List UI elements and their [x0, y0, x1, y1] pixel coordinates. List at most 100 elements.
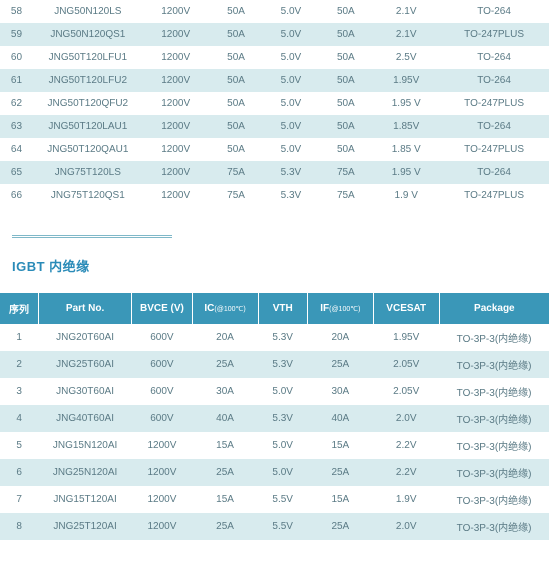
cell-vth: 5.3V	[258, 324, 307, 351]
cell-vth: 5.3V	[264, 184, 319, 207]
table-row: 66JNG75T120QS11200V75A5.3V75A1.9 VTO-247…	[0, 184, 549, 207]
cell-vth: 5.0V	[264, 23, 319, 46]
cell-part: JNG50T120QFU2	[33, 92, 143, 115]
cell-pkg: TO-3P-3(内绝缘)	[439, 459, 549, 486]
cell-vcesat: 1.85V	[373, 115, 439, 138]
cell-n: 65	[0, 161, 33, 184]
cell-ic: 50A	[209, 46, 264, 69]
cell-bvce: 1200V	[143, 138, 209, 161]
cell-if: 15A	[307, 486, 373, 513]
cell-n: 59	[0, 23, 33, 46]
cell-pkg: TO-264	[439, 115, 549, 138]
cell-vth: 5.0V	[264, 0, 319, 23]
col-pkg: Package	[439, 293, 549, 324]
section-title: IGBT 内绝缘	[12, 256, 549, 275]
cell-if: 20A	[307, 324, 373, 351]
cell-if: 40A	[307, 405, 373, 432]
cell-bvce: 1200V	[143, 69, 209, 92]
cell-n: 62	[0, 92, 33, 115]
cell-if: 50A	[318, 115, 373, 138]
cell-part: JNG40T60AI	[38, 405, 131, 432]
cell-vth: 5.0V	[258, 432, 307, 459]
table-row: 59JNG50N120QS11200V50A5.0V50A2.1VTO-247P…	[0, 23, 549, 46]
cell-pkg: TO-3P-3(内绝缘)	[439, 405, 549, 432]
cell-vcesat: 2.2V	[373, 459, 439, 486]
col-if: IF(@100℃)	[307, 293, 373, 324]
cell-part: JNG50T120LFU2	[33, 69, 143, 92]
cell-pkg: TO-3P-3(内绝缘)	[439, 378, 549, 405]
cell-vcesat: 1.9V	[373, 486, 439, 513]
table-row: 58JNG50N120LS1200V50A5.0V50A2.1VTO-264	[0, 0, 549, 23]
cell-part: JNG75T120QS1	[33, 184, 143, 207]
cell-if: 50A	[318, 92, 373, 115]
cell-part: JNG50T120QAU1	[33, 138, 143, 161]
table-row: 65JNG75T120LS1200V75A5.3V75A1.95 VTO-264	[0, 161, 549, 184]
cell-pkg: TO-247PLUS	[439, 92, 549, 115]
cell-vcesat: 2.5V	[373, 46, 439, 69]
cell-vth: 5.0V	[264, 69, 319, 92]
cell-vth: 5.0V	[264, 46, 319, 69]
cell-if: 30A	[307, 378, 373, 405]
cell-if: 50A	[318, 46, 373, 69]
cell-if: 50A	[318, 23, 373, 46]
cell-vcesat: 1.95V	[373, 69, 439, 92]
cell-n: 2	[0, 351, 38, 378]
cell-if: 75A	[318, 184, 373, 207]
cell-ic: 50A	[209, 115, 264, 138]
cell-if: 25A	[307, 351, 373, 378]
spec-table-upper: 58JNG50N120LS1200V50A5.0V50A2.1VTO-26459…	[0, 0, 549, 207]
cell-part: JNG25N120AI	[38, 459, 131, 486]
cell-ic: 50A	[209, 69, 264, 92]
cell-vcesat: 1.95V	[373, 324, 439, 351]
cell-bvce: 1200V	[143, 0, 209, 23]
cell-bvce: 1200V	[132, 486, 192, 513]
cell-pkg: TO-3P-3(内绝缘)	[439, 432, 549, 459]
cell-vcesat: 2.2V	[373, 432, 439, 459]
cell-part: JNG30T60AI	[38, 378, 131, 405]
table-row: 64JNG50T120QAU11200V50A5.0V50A1.85 VTO-2…	[0, 138, 549, 161]
cell-vcesat: 1.95 V	[373, 92, 439, 115]
cell-vcesat: 2.1V	[373, 0, 439, 23]
cell-vth: 5.0V	[264, 138, 319, 161]
cell-n: 60	[0, 46, 33, 69]
cell-vth: 5.5V	[258, 486, 307, 513]
cell-bvce: 1200V	[143, 184, 209, 207]
cell-if: 25A	[307, 513, 373, 540]
cell-pkg: TO-264	[439, 69, 549, 92]
col-part: Part No.	[38, 293, 131, 324]
cell-part: JNG15T120AI	[38, 486, 131, 513]
cell-vcesat: 1.85 V	[373, 138, 439, 161]
cell-if: 75A	[318, 161, 373, 184]
cell-n: 61	[0, 69, 33, 92]
cell-ic: 75A	[209, 161, 264, 184]
cell-if: 50A	[318, 69, 373, 92]
cell-vth: 5.0V	[264, 115, 319, 138]
table-row: 8JNG25T120AI1200V25A5.5V25A2.0VTO-3P-3(内…	[0, 513, 549, 540]
cell-pkg: TO-264	[439, 161, 549, 184]
table-row: 60JNG50T120LFU11200V50A5.0V50A2.5VTO-264	[0, 46, 549, 69]
table-row: 63JNG50T120LAU11200V50A5.0V50A1.85VTO-26…	[0, 115, 549, 138]
col-bvce: BVCE (V)	[132, 293, 192, 324]
cell-part: JNG25T60AI	[38, 351, 131, 378]
cell-part: JNG15N120AI	[38, 432, 131, 459]
table-header-row: 序列 Part No. BVCE (V) IC(@100℃) VTH IF(@1…	[0, 293, 549, 324]
cell-vth: 5.0V	[258, 459, 307, 486]
spec-table-igbt: 序列 Part No. BVCE (V) IC(@100℃) VTH IF(@1…	[0, 293, 549, 540]
cell-pkg: TO-3P-3(内绝缘)	[439, 351, 549, 378]
table-row: 5JNG15N120AI1200V15A5.0V15A2.2VTO-3P-3(内…	[0, 432, 549, 459]
cell-ic: 15A	[192, 432, 258, 459]
cell-bvce: 1200V	[143, 23, 209, 46]
cell-vcesat: 2.1V	[373, 23, 439, 46]
cell-part: JNG50N120LS	[33, 0, 143, 23]
cell-n: 63	[0, 115, 33, 138]
section-divider	[12, 235, 172, 238]
cell-bvce: 1200V	[132, 432, 192, 459]
cell-vcesat: 2.0V	[373, 513, 439, 540]
cell-vcesat: 1.95 V	[373, 161, 439, 184]
cell-part: JNG50N120QS1	[33, 23, 143, 46]
cell-ic: 50A	[209, 138, 264, 161]
cell-vth: 5.3V	[258, 405, 307, 432]
cell-vth: 5.0V	[258, 378, 307, 405]
cell-pkg: TO-3P-3(内绝缘)	[439, 486, 549, 513]
col-seq: 序列	[0, 293, 38, 324]
